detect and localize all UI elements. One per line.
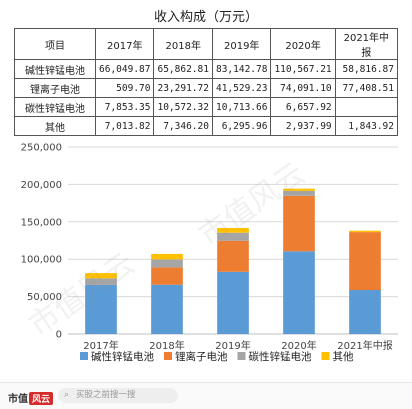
legend-swatch: [80, 352, 88, 360]
y-tick-label: 250,000: [21, 143, 62, 154]
legend-label: 碱性锌锰电池: [91, 350, 154, 363]
footer-bar: 市值风云 ⌕ 买股之前搜一搜: [0, 382, 412, 409]
bar-segment: [85, 273, 117, 278]
bar-segment: [85, 278, 117, 284]
y-tick-label: 200,000: [21, 180, 62, 191]
legend-label: 锂离子电池: [175, 350, 228, 363]
search-icon: ⌕: [64, 388, 69, 403]
bar-segment: [217, 241, 249, 272]
bar-segment: [151, 259, 183, 267]
y-tick-label: 150,000: [21, 217, 62, 228]
legend-label: 碳性锌锰电池: [249, 350, 312, 363]
bar-segment: [151, 254, 183, 259]
legend-swatch: [164, 352, 172, 360]
bar-segment: [349, 290, 381, 334]
bar-segment: [217, 233, 249, 241]
y-tick-label: 100,000: [21, 255, 62, 266]
y-tick-label: 0: [56, 330, 62, 341]
bar-segment: [151, 267, 183, 284]
bar-segment: [283, 251, 315, 334]
search-input[interactable]: ⌕ 买股之前搜一搜: [58, 388, 178, 403]
legend-swatch: [322, 352, 330, 360]
search-placeholder: 买股之前搜一搜: [76, 388, 136, 403]
bar-segment: [283, 196, 315, 251]
bar-segment: [349, 232, 381, 290]
legend-label: 其他: [333, 350, 354, 363]
bar-segment: [283, 191, 315, 196]
bar-segment: [349, 231, 381, 232]
logo-text: 市值: [8, 394, 28, 405]
legend-swatch: [238, 352, 246, 360]
y-tick-label: 50,000: [27, 292, 62, 303]
bar-segment: [217, 228, 249, 233]
bar-segment: [85, 285, 117, 334]
bar-segment: [151, 285, 183, 334]
bar-segment: [217, 272, 249, 334]
bar-segment: [283, 189, 315, 191]
logo-badge: 风云: [29, 392, 53, 405]
stacked-bar-chart: 050,000100,000150,000200,000250,0002017年…: [0, 0, 412, 380]
site-logo[interactable]: 市值风云: [8, 390, 53, 405]
